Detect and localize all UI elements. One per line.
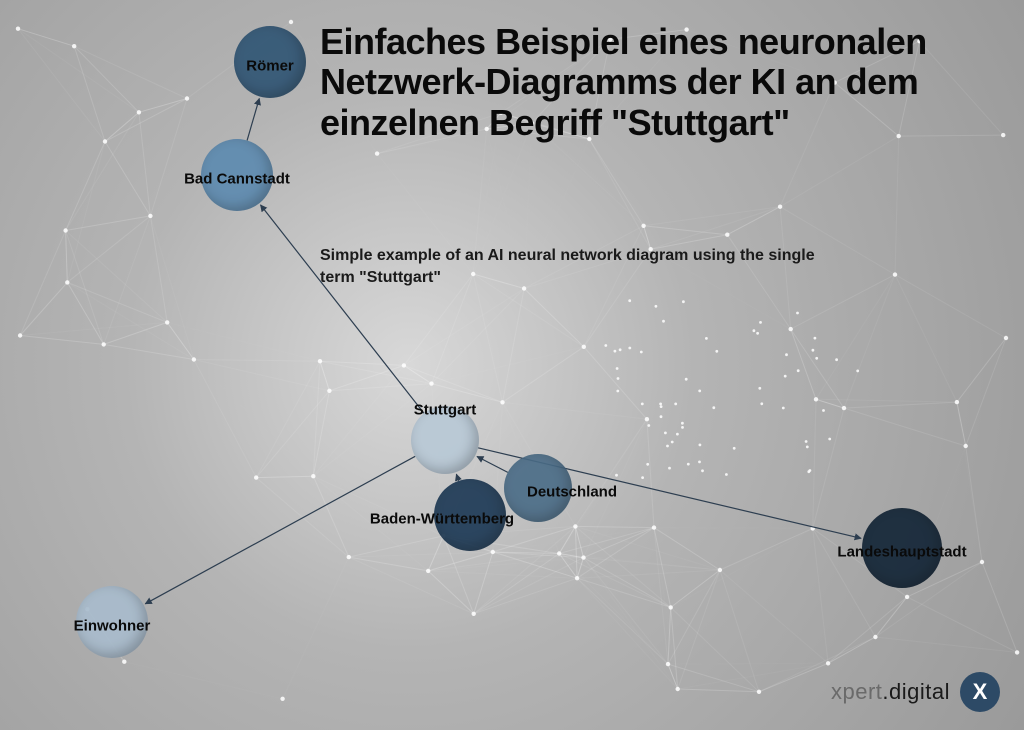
node-label-einwohner: Einwohner: [74, 618, 151, 635]
node-label-roemer: Römer: [246, 58, 294, 75]
node-label-landeshauptstadt: Landeshauptstadt: [837, 544, 966, 561]
node-label-stuttgart: Stuttgart: [414, 402, 477, 419]
node-label-bw: Baden-Württemberg: [370, 511, 514, 528]
subtitle: Simple example of an AI neural network d…: [320, 245, 824, 288]
main-title: Einfaches Beispiel eines neuronalen Netz…: [320, 22, 1014, 143]
content-layer: Einfaches Beispiel eines neuronalen Netz…: [0, 0, 1024, 730]
node-label-deutschland: Deutschland: [527, 484, 617, 501]
node-label-bad_cannstadt: Bad Cannstadt: [184, 171, 290, 188]
